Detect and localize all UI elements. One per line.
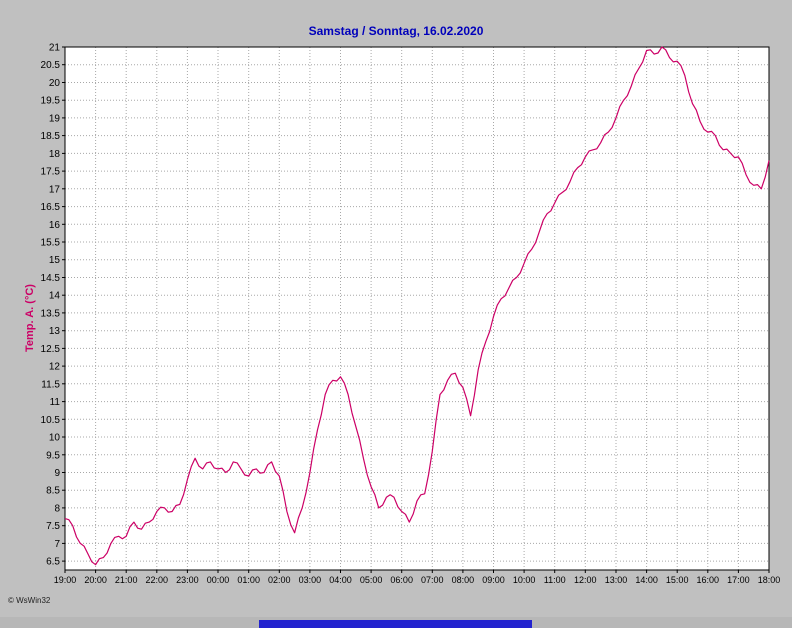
svg-text:08:00: 08:00: [452, 575, 475, 585]
svg-text:04:00: 04:00: [329, 575, 352, 585]
chart-title: Samstag / Sonntag, 16.02.2020: [308, 24, 484, 38]
svg-text:15:00: 15:00: [666, 575, 689, 585]
svg-text:10.5: 10.5: [41, 415, 61, 426]
svg-text:15.5: 15.5: [41, 238, 61, 249]
svg-text:18:00: 18:00: [758, 575, 781, 585]
svg-text:00:00: 00:00: [207, 575, 230, 585]
svg-text:16: 16: [49, 220, 61, 231]
svg-text:20.5: 20.5: [41, 60, 61, 71]
svg-text:17.5: 17.5: [41, 167, 61, 178]
svg-text:02:00: 02:00: [268, 575, 291, 585]
svg-text:09:00: 09:00: [482, 575, 505, 585]
svg-text:14: 14: [49, 291, 61, 302]
svg-text:11: 11: [50, 397, 61, 408]
svg-text:7: 7: [54, 539, 60, 550]
svg-text:16:00: 16:00: [697, 575, 720, 585]
svg-text:20: 20: [49, 78, 61, 89]
svg-text:22:00: 22:00: [146, 575, 169, 585]
svg-text:05:00: 05:00: [360, 575, 383, 585]
svg-text:12.5: 12.5: [41, 344, 61, 355]
svg-text:13: 13: [49, 326, 61, 337]
svg-text:17: 17: [49, 184, 61, 195]
svg-text:01:00: 01:00: [237, 575, 260, 585]
bottom-strip: [0, 617, 792, 628]
svg-text:17:00: 17:00: [727, 575, 750, 585]
svg-text:16.5: 16.5: [41, 202, 61, 213]
svg-text:12: 12: [49, 362, 61, 373]
svg-text:20:00: 20:00: [84, 575, 107, 585]
svg-text:8: 8: [54, 503, 60, 514]
svg-text:12:00: 12:00: [574, 575, 597, 585]
svg-text:13:00: 13:00: [605, 575, 628, 585]
svg-text:10:00: 10:00: [513, 575, 536, 585]
svg-text:18: 18: [49, 149, 61, 160]
bottom-blue-bar: [259, 620, 532, 628]
svg-text:06:00: 06:00: [390, 575, 413, 585]
svg-text:11:00: 11:00: [544, 575, 566, 585]
svg-text:07:00: 07:00: [421, 575, 444, 585]
svg-text:19.5: 19.5: [41, 96, 61, 107]
svg-text:6.5: 6.5: [46, 557, 60, 568]
svg-text:23:00: 23:00: [176, 575, 199, 585]
svg-text:14.5: 14.5: [41, 273, 61, 284]
svg-text:21: 21: [49, 43, 61, 54]
svg-text:13.5: 13.5: [41, 308, 61, 319]
svg-text:19: 19: [49, 113, 61, 124]
svg-text:11.5: 11.5: [41, 379, 60, 390]
svg-text:14:00: 14:00: [635, 575, 658, 585]
svg-text:7.5: 7.5: [46, 521, 60, 532]
svg-text:9.5: 9.5: [46, 450, 60, 461]
svg-text:18.5: 18.5: [41, 131, 61, 142]
svg-text:10: 10: [49, 433, 61, 444]
copyright-label: © WsWin32: [8, 596, 51, 605]
svg-text:15: 15: [49, 255, 61, 266]
svg-text:19:00: 19:00: [54, 575, 77, 585]
svg-text:21:00: 21:00: [115, 575, 138, 585]
svg-text:9: 9: [54, 468, 60, 479]
svg-text:03:00: 03:00: [299, 575, 322, 585]
svg-text:8.5: 8.5: [46, 486, 60, 497]
